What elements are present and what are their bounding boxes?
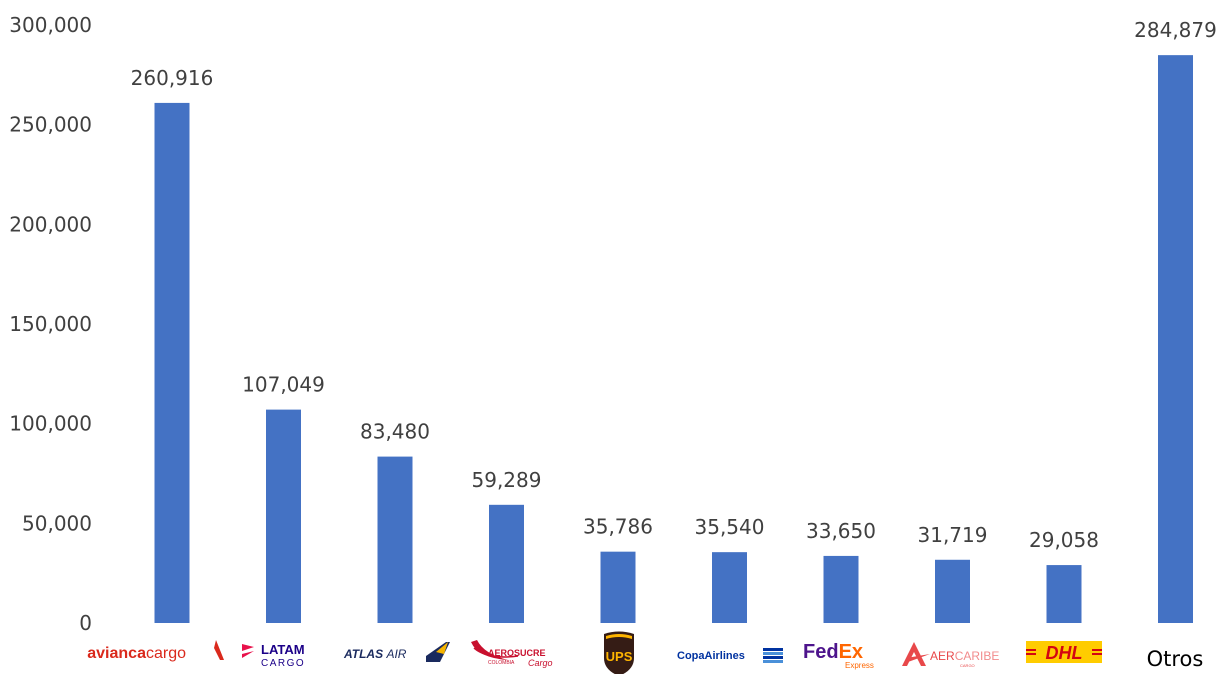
bar bbox=[823, 555, 859, 623]
y-tick-label: 150,000 bbox=[9, 312, 92, 336]
svg-text:Express: Express bbox=[845, 661, 874, 670]
svg-text:AEROSUCRE: AEROSUCRE bbox=[488, 648, 546, 658]
svg-text:CARGO: CARGO bbox=[261, 658, 305, 669]
svg-text:CopaAirlines: CopaAirlines bbox=[677, 650, 745, 662]
atlas-logo-word: ATLAS bbox=[343, 647, 383, 661]
bar bbox=[489, 504, 524, 623]
bar bbox=[266, 409, 301, 623]
data-label: 260,916 bbox=[131, 66, 214, 90]
y-tick-label: 250,000 bbox=[9, 113, 92, 137]
aercaribe-cargo-logo: AERCARIBE CARGO bbox=[902, 642, 999, 668]
data-label: 35,786 bbox=[583, 515, 653, 539]
data-label: 31,719 bbox=[918, 523, 988, 547]
latam-emblem-icon bbox=[242, 644, 254, 658]
y-tick-label: 100,000 bbox=[9, 412, 92, 436]
bar bbox=[1158, 55, 1193, 624]
data-label: 29,058 bbox=[1029, 528, 1099, 552]
bars bbox=[154, 55, 1193, 624]
svg-text:CARGO: CARGO bbox=[960, 663, 975, 668]
fedex-express-logo: FedEx Express bbox=[803, 641, 874, 670]
data-label: 284,879 bbox=[1134, 18, 1217, 42]
bar bbox=[935, 559, 970, 623]
aercaribe-logo-caribe: CARIBE bbox=[955, 649, 1000, 663]
avianca-swoosh-icon bbox=[214, 640, 224, 660]
svg-text:LATAM: LATAM bbox=[261, 642, 305, 657]
y-tick-label: 300,000 bbox=[9, 13, 92, 37]
fedex-logo-fed: Fed bbox=[803, 641, 839, 663]
bar bbox=[712, 552, 747, 623]
y-axis: 0 50,000 100,000 150,000 200,000 250,000 300,0… bbox=[9, 13, 92, 635]
copa-airlines-logo: CopaAirlines bbox=[677, 648, 783, 663]
bar bbox=[1046, 565, 1082, 623]
svg-text:ATLAS AIR: ATLAS AIR bbox=[343, 647, 407, 661]
y-tick-label: 200,000 bbox=[9, 212, 92, 236]
atlas-logo-air: AIR bbox=[385, 647, 406, 661]
aerosucre-logo: AEROSUCRE COLOMBIA Cargo bbox=[471, 640, 553, 668]
aercaribe-logo-aer: AER bbox=[930, 649, 955, 663]
bar bbox=[377, 456, 413, 623]
data-label: 83,480 bbox=[360, 420, 430, 444]
ups-shield-icon bbox=[604, 631, 634, 674]
avianca-logo-word: avianca bbox=[87, 645, 146, 662]
data-label: 107,049 bbox=[242, 373, 325, 397]
copa-emblem-icon bbox=[763, 648, 783, 663]
aercaribe-emblem-icon bbox=[902, 642, 930, 666]
dhl-speed-lines-icon bbox=[1026, 649, 1102, 655]
data-label: 33,650 bbox=[806, 519, 876, 543]
svg-text:aviancacargo: aviancacargo bbox=[87, 645, 186, 662]
svg-text:UPS: UPS bbox=[606, 649, 633, 664]
data-labels: 260,916 107,049 83,480 59,289 35,786 35,540 33… bbox=[131, 18, 1217, 552]
y-tick-label: 50,000 bbox=[22, 511, 92, 535]
fedex-logo-ex: Ex bbox=[839, 641, 863, 663]
svg-text:FedEx: FedEx bbox=[803, 641, 863, 663]
category-label-otros: Otros bbox=[1147, 647, 1204, 671]
data-label: 59,289 bbox=[472, 468, 542, 492]
latam-cargo-logo: LATAM CARGO bbox=[242, 642, 305, 669]
y-tick-label: 0 bbox=[79, 611, 92, 635]
x-axis-labels: aviancacargo LATAM CARGO ATLAS AIR AEROS… bbox=[87, 631, 1204, 674]
data-label: 35,540 bbox=[695, 515, 765, 539]
svg-text:COLOMBIA: COLOMBIA bbox=[488, 660, 515, 666]
atlas-air-logo: ATLAS AIR bbox=[343, 642, 450, 662]
avianca-logo-cargo: cargo bbox=[146, 645, 186, 662]
dhl-logo: DHL bbox=[1026, 641, 1102, 663]
svg-text:DHL: DHL bbox=[1046, 643, 1083, 663]
svg-text:Cargo: Cargo bbox=[528, 658, 553, 668]
bar bbox=[600, 551, 636, 623]
avianca-cargo-logo: aviancacargo bbox=[87, 640, 224, 662]
ups-logo: UPS bbox=[604, 631, 634, 674]
svg-text:AERCARIBE: AERCARIBE bbox=[930, 649, 999, 663]
dhl-background bbox=[1026, 641, 1102, 663]
bar bbox=[154, 102, 190, 623]
